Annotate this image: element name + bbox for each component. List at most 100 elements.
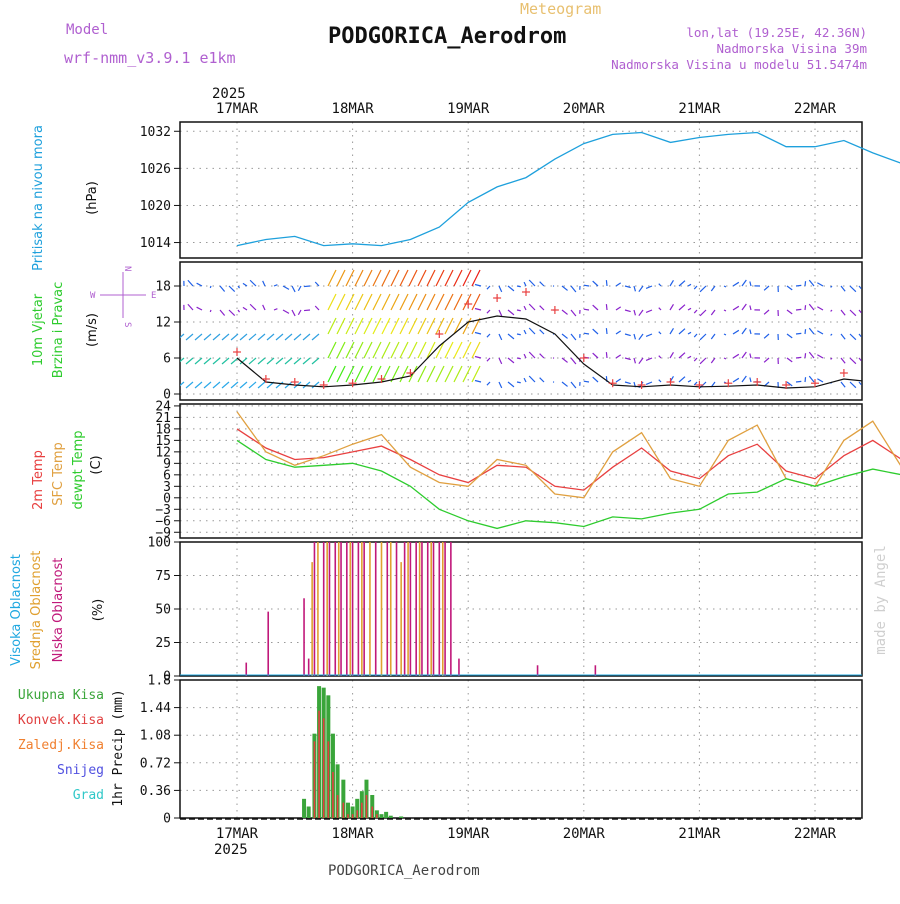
wind-arrow — [688, 356, 691, 358]
top-date-label: 20MAR — [563, 101, 606, 117]
wind-arrow — [529, 304, 535, 310]
convective-precip-bar — [318, 711, 320, 818]
wind-arrow — [400, 270, 408, 286]
wind-arrow — [805, 329, 806, 334]
wind-arrow — [659, 308, 661, 310]
wind-arrow — [831, 310, 832, 311]
wind-arrow — [524, 378, 526, 382]
wind-arrow — [679, 329, 685, 334]
wind-arrow — [562, 334, 568, 338]
high-cloud-label: Visoka Oblacnost — [9, 554, 24, 666]
temp2m-line — [237, 429, 900, 490]
wind-arrow — [285, 334, 292, 340]
compass-e: E — [151, 291, 156, 301]
wind-arrow — [487, 286, 490, 289]
wind-arrow — [724, 358, 726, 359]
wind-arrow — [529, 376, 535, 382]
wind-arrow — [195, 358, 202, 364]
wind-arrow — [499, 310, 502, 316]
wind-arrow — [418, 294, 426, 310]
wind-arrow — [750, 306, 751, 310]
wind-arrow — [243, 307, 247, 310]
convective-precip-bar — [328, 741, 330, 818]
wind-arrow — [859, 382, 861, 385]
wind-arrow — [487, 310, 490, 313]
convective-precip-bar — [356, 810, 358, 818]
total-precip-bar — [302, 799, 306, 818]
wind-arrow — [670, 328, 673, 334]
y-tick-label: 12 — [155, 316, 171, 331]
bottom-date-label: 21MAR — [678, 826, 721, 842]
wind-arrow — [210, 286, 211, 288]
wind-arrow — [787, 310, 792, 314]
wind-arrow — [616, 379, 621, 382]
wind-arrow — [186, 358, 193, 364]
legend-graupel: Grad — [73, 788, 104, 803]
wind-arrow — [787, 334, 792, 338]
wind-arrow — [472, 342, 480, 358]
wind-arrow — [499, 382, 502, 388]
pressure-ylabel: Pritisak na nivou mora — [31, 125, 46, 271]
wind-arrow — [850, 310, 856, 316]
wind-arrow — [517, 310, 521, 311]
total-precip-bar — [384, 812, 388, 818]
wind-arrow — [303, 358, 310, 364]
wind-arrow — [508, 334, 514, 339]
wind-arrow — [584, 381, 589, 382]
wind-arrow — [524, 282, 526, 286]
wind-arrow — [593, 305, 598, 310]
low-cloud-label: Niska Oblacnost — [51, 558, 66, 663]
wind-arrow — [186, 382, 193, 388]
wind-arrow — [750, 282, 751, 286]
wind-arrow — [639, 334, 643, 340]
wind-arrow — [240, 334, 247, 340]
wind-arrow — [337, 270, 345, 286]
wind-arrow — [764, 334, 769, 338]
wind-arrow — [796, 309, 801, 310]
wind-arrow — [364, 366, 372, 382]
wind-arrow — [445, 366, 453, 382]
wind-arrow — [436, 342, 444, 358]
wind-arrow — [315, 306, 319, 310]
wind-arrow — [427, 342, 435, 358]
wind-arrow — [409, 294, 417, 310]
wind-arrow — [841, 286, 845, 291]
wind-title: 10m Vjetar Brzina i Pravac (m/s) W E N S — [31, 266, 156, 378]
wind-arrow — [700, 334, 706, 340]
wind-arrow — [298, 310, 301, 315]
total-precip-bar — [307, 807, 311, 819]
wind-arrow — [508, 382, 514, 387]
wind-arrow — [634, 334, 635, 339]
wind-arrow — [831, 334, 832, 335]
wind-arrow — [540, 354, 544, 358]
wind-arrow — [517, 382, 521, 383]
wind-arrow — [688, 284, 691, 286]
temp2m-label: 2m Temp — [31, 450, 46, 510]
wind-arrow — [346, 270, 354, 286]
wind-arrow — [418, 270, 426, 286]
wind-arrow — [809, 280, 814, 286]
wind-arrow — [292, 310, 295, 316]
wind-arrow — [562, 286, 568, 290]
wind-arrow — [463, 294, 471, 310]
wind-arrow — [249, 382, 256, 388]
wind-arrow — [711, 334, 715, 339]
wind-arrow — [364, 318, 372, 334]
dewpt-line — [237, 440, 900, 528]
wind-arrow — [472, 270, 480, 286]
wind-arrow — [670, 352, 673, 358]
wind-arrow — [571, 286, 576, 292]
wind-arrow — [258, 358, 265, 364]
wind-arrow — [606, 352, 607, 358]
wind-arrow — [764, 286, 769, 290]
top-date-label: 18MAR — [332, 101, 375, 117]
wind-arrow — [222, 358, 229, 364]
wind-arrow — [258, 382, 265, 388]
y-tick-label: 6 — [163, 352, 171, 367]
wind-arrow — [711, 358, 715, 363]
wind-arrow — [418, 366, 426, 382]
wind-arrow — [391, 294, 399, 310]
